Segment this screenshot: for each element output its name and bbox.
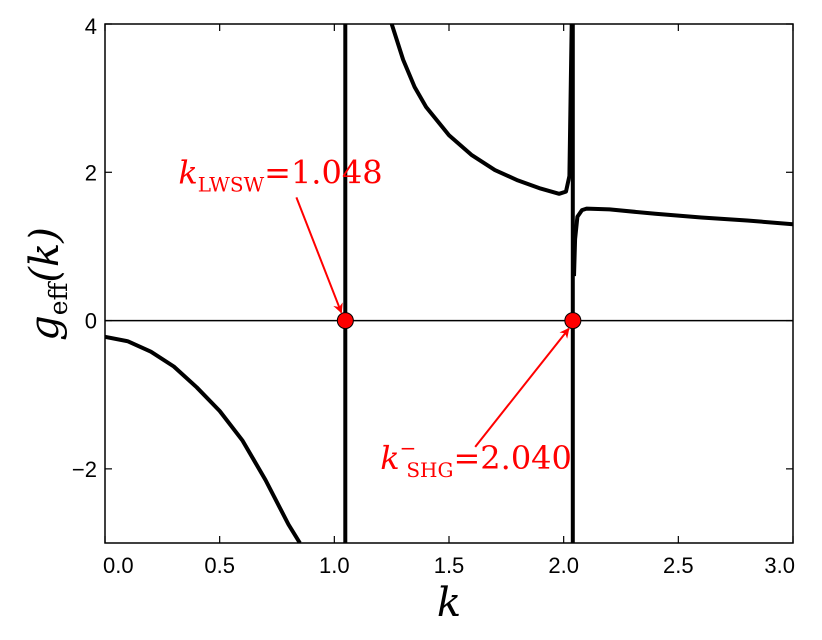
x-tick-label: 0.5	[204, 553, 235, 578]
annotation-arrow-1	[295, 197, 343, 314]
annotation-arrow-2	[474, 327, 570, 448]
x-tick-label: 1.5	[434, 553, 465, 578]
annotation-sub: SHG	[406, 458, 453, 482]
x-tick-label: 1.0	[319, 553, 350, 578]
annotation-k: k	[380, 439, 399, 477]
zero-crossing-marker	[336, 312, 354, 330]
y-tick-label: −2	[72, 457, 97, 482]
series-line-segment-5	[572, 206, 793, 277]
x-tick-label: 2.0	[548, 553, 579, 578]
x-tick-label: 3.0	[764, 553, 795, 578]
annotation-sub: LWSW	[198, 172, 265, 196]
y-axis-title: geff(k)	[22, 227, 73, 341]
annotation-label-2: k− SHG=2.040	[380, 436, 572, 482]
y-tick-label: 4	[85, 14, 97, 39]
annotation-value: 1.048	[291, 153, 383, 191]
series-line-segment-3	[389, 24, 574, 196]
annotation-equals: =	[264, 153, 291, 191]
y-axis-title-arg: (k)	[22, 227, 68, 282]
annotation-label-1: kLWSW=1.048	[178, 153, 382, 196]
annotation-k: k	[178, 153, 197, 191]
y-tick-label: 0	[85, 309, 97, 334]
zero-crossing-marker	[564, 312, 582, 330]
y-axis-title-sub: eff	[44, 280, 73, 315]
y-tick-label: 2	[85, 160, 97, 185]
annotation-value: 2.040	[480, 439, 572, 477]
x-axis-title: k	[437, 580, 461, 626]
x-tick-label: 2.5	[663, 553, 694, 578]
y-axis-title-base: g	[22, 315, 68, 341]
annotation-sup: −	[400, 436, 417, 460]
x-tick-label: 0.0	[103, 553, 134, 578]
series-line-segment-1	[105, 334, 302, 543]
